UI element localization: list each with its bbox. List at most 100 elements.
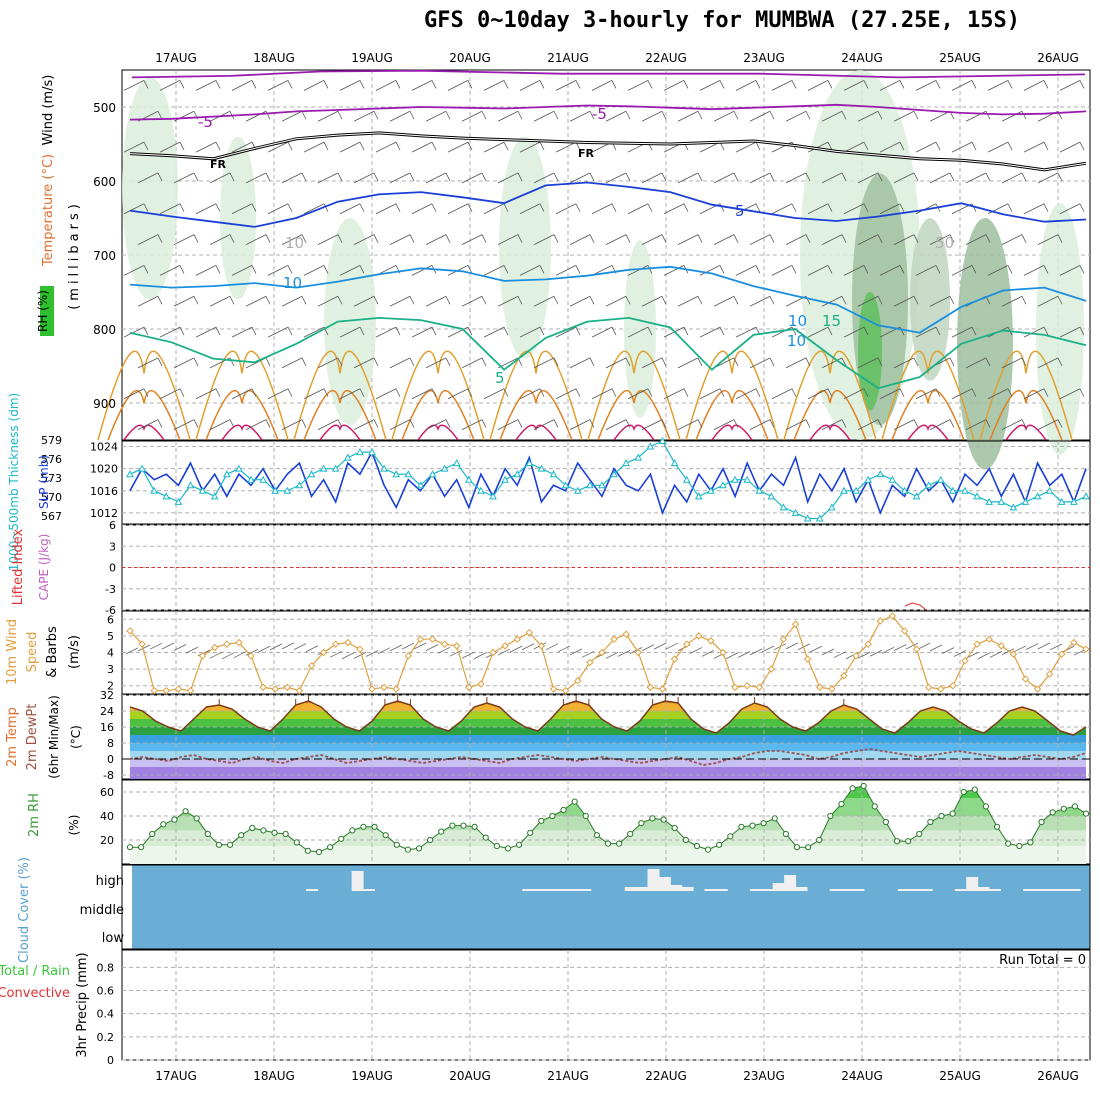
rh-point [949,810,956,817]
temp-arch-5-2 [613,424,655,441]
upper-wind-barb-flag [539,80,545,89]
wind10-point [319,648,328,657]
upper-wind-barb-flag [1021,357,1027,367]
upper-wind-barb [785,357,807,369]
upper-wind-barb-flag [395,141,401,151]
wind10-point [368,685,376,693]
date-label-bottom: 23AUG [743,1069,785,1083]
date-label-top: 26AUG [1037,51,1079,65]
upper-wind-barb [447,80,469,91]
upper-wind-barb [785,234,807,245]
upper-wind-barb [461,419,483,430]
upper-wind-barb-flag [575,265,581,274]
thickness-point [150,486,159,494]
upper-wind-barb-flag [287,326,293,336]
temp-arch-5-1 [597,390,671,441]
rh-point [1071,803,1078,810]
upper-wind-barb [1059,80,1081,91]
rh-point [460,822,467,829]
wind10-barb [641,644,655,652]
upper-wind-barb [411,265,433,276]
wind10-barb [461,651,475,659]
contour-label: -5 [592,105,607,123]
thickness-point [1009,503,1018,511]
wind10-barb [701,649,715,657]
ylabel-wind10-c: & Barbs [45,626,60,678]
upper-wind-barb [173,357,195,369]
wind10-point [150,686,158,695]
upper-wind-barb-flag [1007,141,1013,151]
cloud-high-bar [670,885,683,891]
ylabel-temperature: Temperature (°C) [41,154,56,267]
upper-wind-barb [353,110,375,122]
upper-wind-barb-flag [949,296,955,305]
upper-wind-barb [591,80,613,91]
wind10-point [852,652,860,660]
upper-wind-barb-flag [827,265,833,274]
upper-wind-barb [339,326,361,338]
upper-wind-barb-flag [539,141,545,151]
upper-wind-barb [821,172,843,184]
wind10-point [912,645,921,653]
temp-arch-9-1 [989,390,1063,441]
rh-point [993,823,1001,830]
upper-wind-barb-flag [445,234,451,243]
ylabel-wind10-a: 10m Wind [5,619,20,685]
upper-wind-barb-flag [611,80,617,89]
thickness-point [380,464,388,472]
upper-wind-barb-flag [863,141,869,151]
date-label-top: 17AUG [155,51,197,65]
wind10-barb [269,643,283,651]
upper-wind-barb-flag [143,388,149,397]
pressure-tick: 900 [93,397,116,411]
contour-label: 10 [285,234,304,252]
upper-wind-barb [533,110,555,122]
thickness-point [247,475,255,483]
upper-wind-barb-flag [625,172,631,182]
upper-wind-barb-flag [1057,357,1063,367]
upper-wind-barb [749,357,771,369]
rh-point [604,840,612,847]
wind10-point [477,680,485,688]
wind10-point [888,612,897,620]
cloud-high-bar [579,889,592,891]
upper-wind-barb [879,141,901,153]
upper-wind-barb-flag [827,80,833,89]
upper-wind-barb-flag [301,172,307,182]
upper-wind-barb-flag [481,357,487,367]
thickness-tick: 576 [41,453,62,466]
upper-wind-barb [389,419,411,430]
upper-wind-barb [555,388,577,400]
contour-label: 10 [787,332,806,350]
upper-wind-barb-flag [337,111,343,120]
wind10-point [1021,675,1030,683]
temp-tick: 8 [107,737,114,750]
precip-frame [121,949,1091,1061]
wind10-barb [917,642,931,650]
wind10-barb [161,642,175,650]
upper-wind-barb-flag [575,80,581,89]
temp-tick: 16 [100,721,114,734]
upper-wind-barb-flag [683,203,689,212]
upper-wind-barb [389,295,411,307]
ylabel-lifted-index: Lifted Index [11,528,26,605]
wind10-barb [749,648,763,656]
rh-point [493,842,500,850]
upper-wind-barb-flag [755,265,761,274]
upper-wind-barb-flag [157,419,163,428]
upper-wind-barb-flag [877,419,883,428]
thickness-point [440,464,449,472]
upper-wind-barb [965,172,987,184]
upper-wind-barb [173,295,195,307]
upper-wind-barb-flag [553,234,559,243]
upper-wind-barb [555,141,577,153]
cloud-high-bar [988,889,1001,891]
rh-point [226,841,234,848]
upper-wind-barb-flag [733,419,739,428]
rh-point [738,823,745,830]
upper-wind-barb-flag [661,357,667,367]
upper-wind-barb [785,419,807,430]
upper-wind-barb-flag [625,419,631,428]
upper-wind-barb-flag [805,172,811,182]
upper-wind-barb [1059,203,1081,215]
